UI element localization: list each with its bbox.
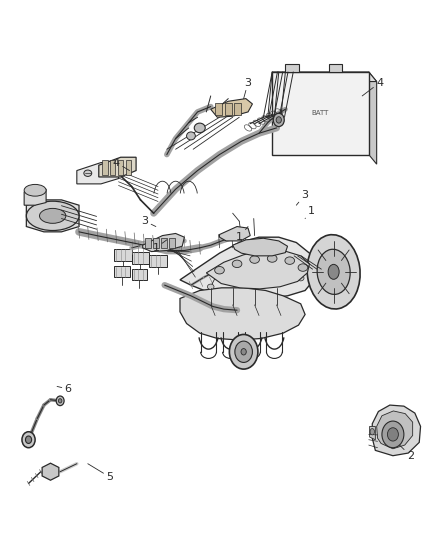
Polygon shape (180, 237, 315, 298)
Bar (160, 238, 166, 248)
Ellipse shape (186, 132, 195, 140)
Ellipse shape (307, 235, 359, 309)
Ellipse shape (369, 429, 374, 435)
Polygon shape (272, 72, 376, 82)
Ellipse shape (276, 117, 281, 123)
Text: 5: 5 (88, 464, 113, 482)
Ellipse shape (240, 349, 246, 355)
Text: 2: 2 (399, 445, 413, 461)
Ellipse shape (214, 266, 224, 274)
Text: 3: 3 (296, 190, 308, 205)
Polygon shape (180, 288, 304, 340)
Bar (152, 238, 159, 248)
Text: 1: 1 (152, 240, 166, 253)
Bar (131, 269, 147, 280)
Ellipse shape (225, 279, 231, 284)
Ellipse shape (259, 270, 266, 276)
Ellipse shape (232, 260, 241, 268)
Bar (131, 252, 149, 264)
Polygon shape (369, 426, 374, 440)
Ellipse shape (297, 264, 307, 271)
Ellipse shape (234, 341, 252, 362)
Ellipse shape (24, 184, 46, 196)
Polygon shape (99, 157, 136, 177)
Bar (224, 103, 231, 115)
Ellipse shape (106, 170, 113, 176)
Ellipse shape (242, 274, 249, 280)
Polygon shape (24, 189, 46, 205)
Text: 3: 3 (141, 216, 155, 227)
Bar (149, 255, 166, 266)
Text: 1: 1 (304, 206, 314, 219)
Bar (125, 160, 131, 175)
Bar (328, 64, 342, 72)
Text: 1: 1 (235, 227, 247, 242)
Polygon shape (368, 72, 376, 164)
Text: 6: 6 (57, 384, 71, 394)
Ellipse shape (25, 436, 32, 443)
Polygon shape (376, 411, 412, 449)
Ellipse shape (84, 170, 92, 176)
Ellipse shape (39, 208, 66, 223)
Polygon shape (26, 200, 79, 232)
Bar (234, 103, 241, 115)
Ellipse shape (207, 284, 214, 289)
Bar (272, 72, 368, 155)
Bar (110, 160, 115, 175)
Polygon shape (371, 405, 420, 456)
Bar (168, 238, 174, 248)
Text: 3: 3 (243, 78, 251, 99)
Text: BATT: BATT (311, 110, 328, 116)
Ellipse shape (26, 201, 79, 231)
Bar (102, 160, 107, 175)
Ellipse shape (316, 249, 350, 294)
Ellipse shape (284, 257, 294, 264)
Ellipse shape (267, 255, 276, 262)
Bar (114, 249, 131, 261)
Polygon shape (77, 163, 118, 184)
Polygon shape (206, 251, 309, 289)
Ellipse shape (249, 256, 259, 263)
Text: 4: 4 (113, 158, 129, 171)
Ellipse shape (387, 427, 398, 441)
Ellipse shape (327, 264, 339, 279)
Bar (114, 266, 129, 277)
Bar (285, 64, 298, 72)
Ellipse shape (381, 421, 403, 448)
Polygon shape (232, 238, 287, 256)
Ellipse shape (194, 123, 205, 133)
Ellipse shape (58, 399, 62, 403)
Ellipse shape (229, 335, 258, 369)
Bar (215, 103, 222, 115)
Text: 4: 4 (361, 78, 382, 96)
Ellipse shape (272, 114, 284, 127)
Polygon shape (142, 233, 184, 252)
Polygon shape (219, 227, 250, 241)
Ellipse shape (22, 432, 35, 448)
Ellipse shape (279, 270, 286, 276)
Ellipse shape (297, 276, 304, 281)
Ellipse shape (56, 396, 64, 406)
Bar (145, 238, 151, 248)
Polygon shape (210, 99, 252, 117)
Bar (117, 160, 123, 175)
Polygon shape (42, 463, 59, 480)
